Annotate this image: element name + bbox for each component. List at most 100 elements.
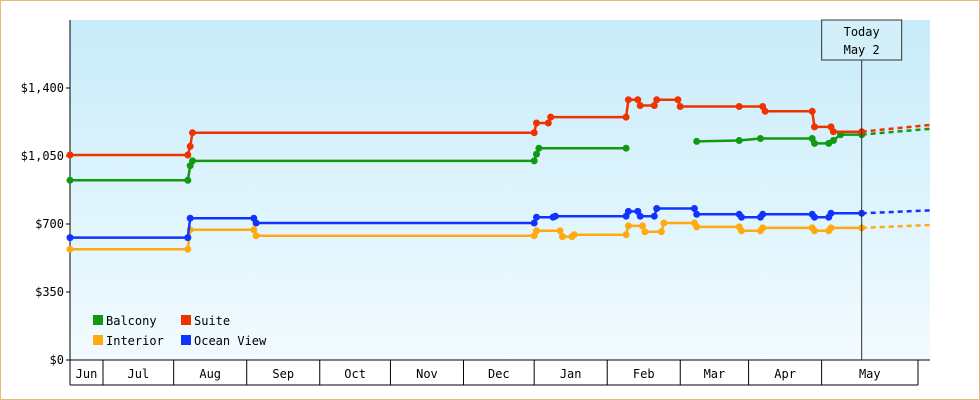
legend-label-ocean-view: Ocean View <box>194 334 267 348</box>
ocean-view-point <box>184 234 192 242</box>
suite-point <box>622 113 630 121</box>
ocean-view-point <box>811 213 818 221</box>
interior-point <box>660 219 668 227</box>
suite-point <box>636 102 644 109</box>
x-month-label: Jun <box>76 367 98 381</box>
suite-point <box>544 119 552 127</box>
interior-point <box>622 231 630 239</box>
legend-label-suite: Suite <box>194 314 230 328</box>
interior-point <box>759 224 767 232</box>
suite-point <box>811 123 818 131</box>
legend-swatch-suite <box>181 315 191 325</box>
ocean-view-point <box>759 210 767 218</box>
y-tick-label: $700 <box>35 217 64 231</box>
suite-forecast <box>861 123 931 133</box>
interior-point <box>252 232 260 240</box>
x-month-label: Nov <box>416 367 438 381</box>
interior-point <box>558 233 566 241</box>
ocean-view-point <box>653 205 661 212</box>
ocean-view-point <box>738 213 745 221</box>
y-tick-label: $1,050 <box>21 149 64 163</box>
today-marker: Today May 2 <box>821 19 903 360</box>
series-interior <box>66 219 931 253</box>
balcony-point <box>811 139 818 147</box>
ocean-view-point <box>650 212 658 220</box>
interior-point <box>693 223 701 231</box>
suite-point <box>189 129 196 137</box>
x-month-label: Dec <box>488 367 510 381</box>
interior-point <box>827 224 835 232</box>
interior-point <box>66 245 74 253</box>
ocean-view-point <box>66 234 74 242</box>
x-month-label: Oct <box>344 367 366 381</box>
balcony-forecast <box>861 127 931 136</box>
legend-swatch-interior <box>93 335 103 345</box>
interior-point <box>624 222 632 230</box>
balcony-point <box>184 176 192 184</box>
suite-point <box>66 151 74 159</box>
x-month-label: Apr <box>774 367 796 381</box>
balcony-point <box>622 144 630 152</box>
y-tick-label: $1,400 <box>21 81 64 95</box>
legend-swatch-ocean-view <box>181 335 191 345</box>
x-month-label: Aug <box>199 367 221 381</box>
interior-point <box>738 227 745 235</box>
suite-point <box>530 129 538 137</box>
suite-point <box>624 96 632 104</box>
legend-label-balcony: Balcony <box>106 314 157 328</box>
series-balcony <box>66 127 931 184</box>
legend-swatch-balcony <box>93 315 103 325</box>
x-month-label: Sep <box>272 367 294 381</box>
suite-point <box>674 96 682 104</box>
interior-point <box>533 227 540 235</box>
suite-point <box>735 103 743 110</box>
ocean-view-point <box>827 209 835 217</box>
suite-point <box>533 119 540 127</box>
suite-point <box>547 113 555 121</box>
balcony-point <box>756 135 764 142</box>
ocean-view-point <box>252 219 260 227</box>
suite-point <box>808 107 816 115</box>
balcony-point <box>189 157 196 165</box>
balcony-point <box>530 157 538 165</box>
x-month-label: Jan <box>560 367 582 381</box>
ocean-view-point <box>690 205 698 212</box>
legend-label-interior: Interior <box>106 334 164 348</box>
interior-forecast <box>861 223 931 230</box>
suite-point <box>761 107 769 115</box>
x-axis: Jun Jul Aug Sep Oct Nov Dec Jan Feb Mar Apr May <box>69 359 930 386</box>
interior-point <box>570 231 578 239</box>
interior-point <box>657 228 665 236</box>
interior-point <box>641 228 649 236</box>
suite-point <box>829 128 837 136</box>
ocean-view-line <box>70 207 862 239</box>
x-month-label: May <box>859 367 881 381</box>
suite-point <box>676 103 684 110</box>
ocean-view-point <box>551 212 559 220</box>
interior-point <box>250 226 258 234</box>
suite-point <box>653 96 661 104</box>
today-date: May 2 <box>844 43 880 57</box>
suite-point <box>634 96 642 104</box>
x-month-label: Feb <box>633 367 655 381</box>
y-axis: $0 $350 $700 $1,050 $1,400 <box>21 20 71 367</box>
balcony-point <box>533 150 540 158</box>
y-tick-label: $0 <box>50 353 64 367</box>
x-month-label: Mar <box>704 367 726 381</box>
balcony-point <box>693 137 701 145</box>
ocean-view-point <box>693 210 701 218</box>
interior-point <box>184 245 192 253</box>
balcony-point <box>735 137 743 144</box>
ocean-view-point <box>636 212 644 220</box>
x-month-label: Jul <box>127 367 149 381</box>
suite-point <box>650 102 658 109</box>
ocean-view-point <box>186 214 194 222</box>
suite-point <box>186 142 194 150</box>
ocean-view-point <box>530 219 538 227</box>
balcony-point <box>66 176 74 184</box>
legend: Balcony Suite Interior Ocean View <box>93 314 267 348</box>
interior-point <box>556 227 564 235</box>
balcony-point <box>829 137 837 144</box>
interior-point <box>811 227 818 235</box>
